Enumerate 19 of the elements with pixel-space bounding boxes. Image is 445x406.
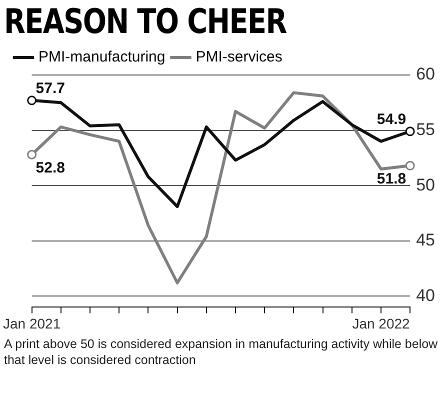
y-tick-label: 60	[416, 64, 436, 84]
data-label: 57.7	[36, 80, 66, 98]
legend-label: PMI-services	[196, 48, 282, 66]
data-label: 51.8	[376, 170, 406, 188]
text: A print above 50 is considered expansion in manufacturing activity while below that level is considered contraction	[4, 336, 439, 368]
y-tick-label: 50	[416, 175, 436, 194]
data-label: 52.8	[36, 159, 66, 176]
point	[27, 96, 37, 106]
point	[27, 150, 37, 160]
y-tick-label: 45	[416, 230, 436, 250]
chart-title: REASON TO CHEER	[4, 2, 288, 42]
data-label: 54.9	[376, 111, 406, 128]
legend-label: PMI-manufacturing	[38, 48, 166, 66]
x-tick-label: Jan 2021	[3, 315, 61, 332]
point	[405, 160, 415, 170]
point	[405, 126, 415, 136]
x-tick-label: Jan 2022	[352, 315, 410, 332]
y-tick-label: 40	[416, 286, 436, 305]
y-tick-label: 55	[416, 120, 436, 139]
